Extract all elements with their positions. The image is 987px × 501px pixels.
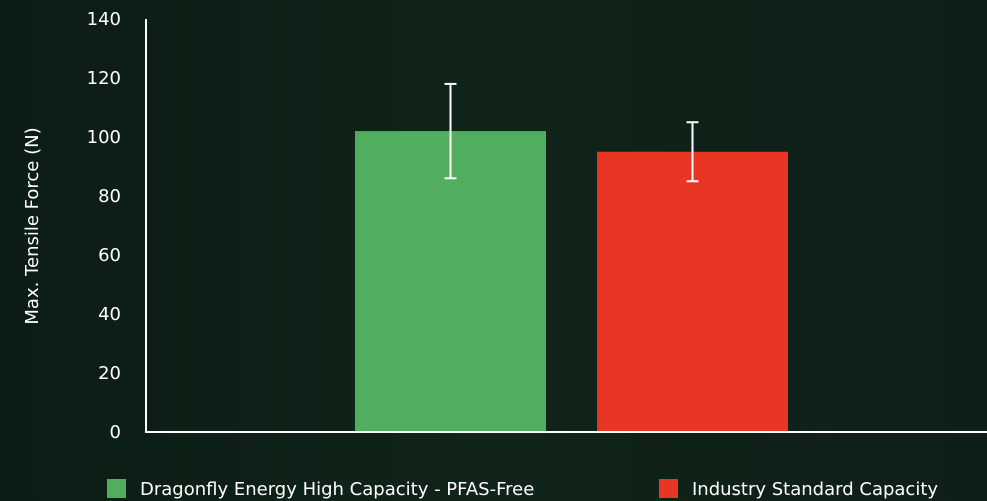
legend-swatch	[659, 479, 678, 498]
y-tick-label: 40	[98, 304, 121, 325]
error-bars	[444, 82, 699, 183]
legend-item: Industry Standard Capacity	[659, 479, 938, 500]
y-tick-label: 60	[98, 245, 121, 266]
y-tick-label: 0	[110, 422, 121, 443]
bars	[355, 131, 788, 432]
y-axis-ticks: 0 20 40 60 80 100 120 140	[87, 9, 121, 443]
error-bar	[686, 121, 699, 183]
y-tick-label: 80	[98, 186, 121, 207]
bar	[597, 151, 788, 432]
legend-label: Dragonfly Energy High Capacity - PFAS-Fr…	[140, 479, 534, 500]
legend-label: Industry Standard Capacity	[692, 479, 938, 500]
legend-item: Dragonfly Energy High Capacity - PFAS-Fr…	[107, 479, 534, 500]
y-tick-label: 140	[87, 9, 121, 30]
error-bar	[444, 82, 457, 180]
y-tick-label: 20	[98, 363, 121, 384]
y-axis-title: Max. Tensile Force (N)	[22, 127, 43, 324]
bar	[355, 131, 546, 432]
legend-swatch	[107, 479, 126, 498]
legend: Dragonfly Energy High Capacity - PFAS-Fr…	[107, 479, 938, 500]
y-tick-label: 100	[87, 127, 121, 148]
y-tick-label: 120	[87, 68, 121, 89]
